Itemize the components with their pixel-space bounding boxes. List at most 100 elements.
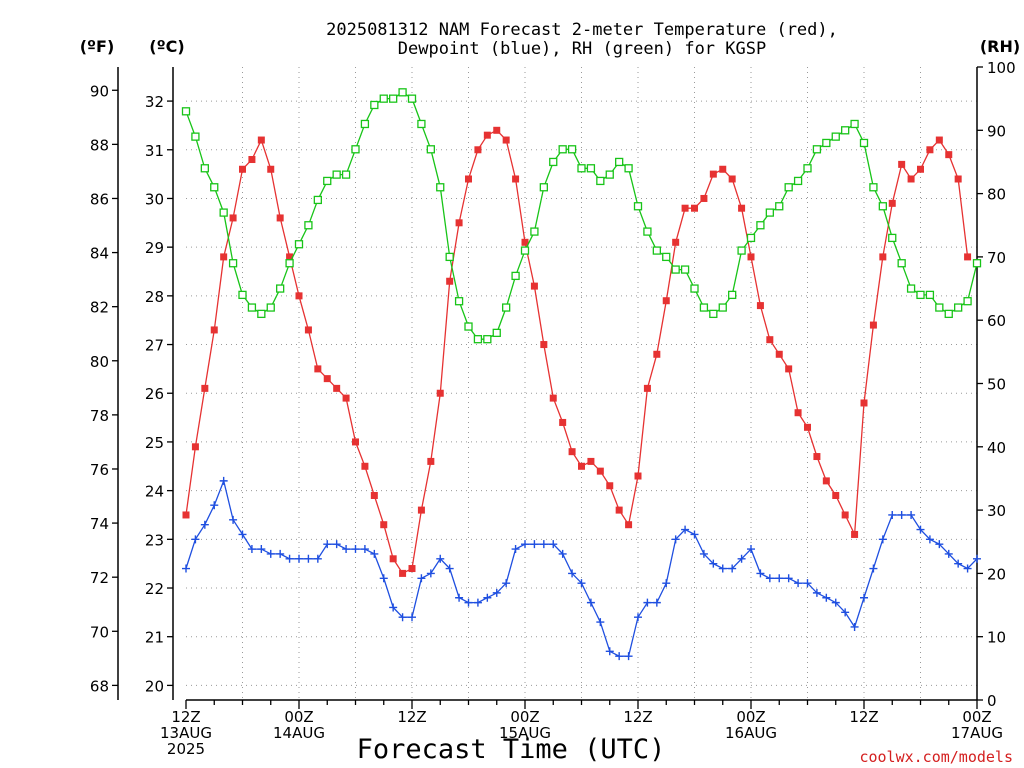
x-axis-label: Forecast Time (UTC) [357, 734, 666, 765]
x-tick-label: 12Z [397, 708, 426, 726]
x-tick-label-line: 12Z [397, 708, 426, 726]
rh-tick-label: 80 [987, 186, 1006, 204]
temperature-point [907, 175, 915, 183]
fahrenheit-tick-label: 84 [90, 245, 109, 263]
rh-point [765, 208, 774, 217]
temperature-point [521, 238, 529, 246]
dewpoint-point [455, 593, 464, 602]
rh-point [944, 309, 953, 319]
dewpoint-point [304, 554, 313, 563]
temperature-point [191, 443, 199, 451]
dewpoint-point [313, 554, 322, 563]
x-tick-label-line: 15AUG [499, 724, 551, 742]
rh-point [200, 164, 209, 173]
dewpoint-point [878, 535, 887, 544]
fahrenheit-tick-label: 78 [90, 407, 109, 425]
temperature-point [210, 326, 218, 334]
rh-point [210, 183, 219, 192]
temperature-series [182, 126, 972, 577]
dewpoint-point [690, 530, 699, 539]
temperature-point [587, 457, 595, 465]
celsius-tick-label: 28 [145, 288, 164, 306]
temperature-point [342, 394, 350, 402]
temperature-point [493, 126, 501, 134]
rh-point [633, 202, 643, 211]
temperature-point [851, 530, 859, 538]
fahrenheit-tick-label: 82 [90, 299, 109, 317]
x-tick-label-line: 14AUG [273, 724, 325, 742]
celsius-tick-label: 23 [145, 531, 164, 549]
temperature-point [860, 399, 868, 407]
temperature-point [691, 204, 698, 212]
rh-point [247, 303, 257, 312]
temperature-point [785, 365, 793, 373]
dewpoint-point [521, 540, 529, 549]
x-tick-label-line: 2025 [167, 740, 205, 758]
dewpoint-point [944, 549, 953, 558]
rh-tick-label: 0 [987, 692, 997, 710]
rh-point [492, 328, 501, 338]
temperature-point [455, 219, 463, 227]
x-tick-label-line: 12Z [849, 708, 878, 726]
dewpoint-point [445, 564, 454, 573]
temperature-point [380, 521, 388, 529]
celsius-tick-label: 26 [145, 385, 164, 403]
rh-tick-label: 20 [987, 565, 1006, 583]
rh-point [407, 94, 417, 103]
temperature-point [728, 175, 736, 183]
celsius-tick-label: 24 [145, 483, 164, 501]
temperature-point [540, 341, 548, 349]
rh-point [520, 246, 530, 255]
dewpoint-point [652, 598, 661, 607]
rh-point [954, 303, 963, 312]
dewpoint-point [963, 564, 972, 573]
x-tick-label-line: 12Z [171, 708, 200, 726]
fahrenheit-tick-label: 90 [90, 82, 109, 100]
rh-point [643, 227, 652, 236]
temperature-point [709, 170, 717, 178]
rh-tick-label: 10 [987, 629, 1006, 647]
dewpoint-point [973, 554, 981, 563]
dewpoint-point [822, 593, 831, 602]
x-tick-label: 00Z 14AUG [273, 708, 325, 742]
rh-point [228, 259, 238, 268]
rh-point [605, 170, 614, 179]
temperature-point [672, 238, 680, 246]
rh-point [426, 145, 435, 154]
rh-point [417, 119, 426, 129]
dewpoint-point [426, 569, 435, 578]
dewpoint-point [351, 545, 360, 554]
rh-point [276, 284, 285, 293]
rh-point [746, 233, 756, 243]
celsius-tick-label: 25 [145, 434, 164, 452]
temperature-point [323, 375, 331, 383]
temperature-point [917, 165, 924, 173]
rh-point [916, 290, 925, 300]
dewpoint-point [954, 559, 963, 568]
dewpoint-point [699, 549, 708, 558]
dewpoint-point [295, 554, 303, 563]
rh-series [181, 88, 982, 344]
rh-tick-label: 60 [987, 312, 1006, 330]
rh-point [257, 309, 266, 319]
dewpoint-point [417, 574, 426, 583]
temperature-point [239, 165, 246, 173]
chart-title-line1: 2025081312 NAM Forecast 2-meter Temperat… [326, 20, 838, 40]
rh-point [737, 246, 746, 255]
dewpoint-point [812, 588, 821, 597]
dewpoint-point [182, 564, 190, 573]
temperature-point [615, 506, 623, 514]
dewpoint-point [473, 598, 482, 607]
dewpoint-point [464, 598, 473, 607]
rh-point [294, 240, 304, 249]
temperature-point [719, 165, 727, 173]
temperature-point [248, 156, 256, 164]
x-tick-label-line: 13AUG [160, 724, 212, 742]
dewpoint-point [671, 535, 680, 544]
temperature-point [643, 384, 651, 392]
dewpoint-point [238, 530, 247, 539]
celsius-tick-label: 32 [145, 93, 164, 111]
rh-point [615, 157, 624, 167]
temperature-point [446, 277, 454, 285]
rh-point [483, 335, 492, 344]
